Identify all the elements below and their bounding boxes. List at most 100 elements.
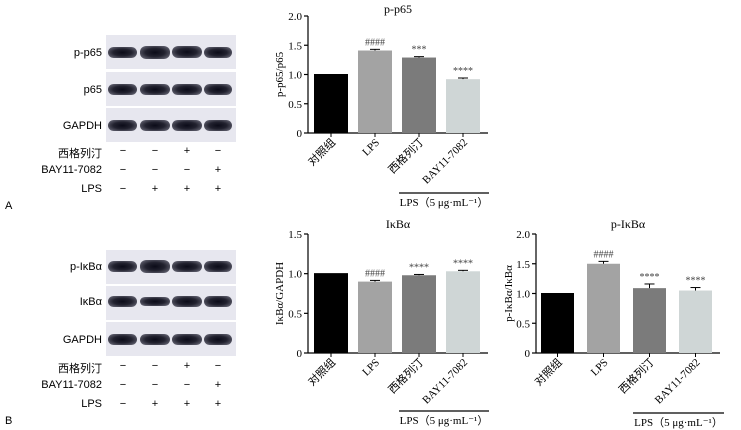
sign: −: [183, 379, 191, 391]
y-tick-label: 0: [297, 128, 303, 140]
y-axis-label: IκBα/GAPDH: [274, 262, 286, 325]
blot-band: [172, 84, 202, 95]
blot-band: [204, 47, 232, 58]
blot-label-gapdh: GAPDH: [62, 120, 102, 132]
blot-band: [140, 84, 170, 95]
bar: [633, 288, 666, 353]
blot-band: [172, 334, 202, 345]
y-axis-label: p-p65/p65: [274, 51, 286, 97]
chart-title: p-IκBα: [611, 217, 646, 231]
sign: +: [183, 360, 191, 372]
blot-band: [172, 296, 202, 307]
x-tick-label: 对照组: [531, 355, 564, 388]
y-tick-label: 1.5: [288, 229, 302, 241]
sign: −: [151, 379, 159, 391]
sign: −: [151, 360, 159, 372]
blot-label-gapdh: GAPDH: [62, 334, 102, 346]
blot-band: [108, 47, 137, 58]
bar: [446, 79, 480, 133]
blot-band: [108, 261, 137, 272]
sign: −: [214, 360, 222, 372]
sign: +: [151, 183, 159, 195]
y-tick-label: 2.0: [516, 229, 530, 241]
bar: [314, 74, 348, 133]
blot-label-p65: p65: [83, 84, 102, 96]
x-tick-label: 对照组: [305, 355, 338, 388]
significance-label: ****: [453, 258, 473, 269]
sign: +: [151, 398, 159, 410]
sign: +: [214, 164, 222, 176]
panel-letter-b: B: [5, 415, 13, 427]
sign: +: [214, 379, 222, 391]
blot-band: [140, 334, 170, 345]
blot-label-ikba: IκBα: [79, 296, 102, 308]
chart-title: p-p65: [384, 2, 412, 16]
blot-band: [172, 261, 202, 272]
sign: −: [183, 164, 191, 176]
y-tick-label: 1.0: [516, 289, 530, 301]
significance-label: ####: [594, 249, 614, 260]
blot-band: [204, 120, 232, 131]
significance-label: ####: [365, 268, 385, 279]
sign: −: [119, 145, 127, 157]
treatment-label-sitagliptin: 西格列汀: [58, 148, 102, 160]
bar: [541, 293, 574, 353]
blot-label-p-ikba: p-IκBα: [69, 261, 102, 273]
sign: +: [183, 398, 191, 410]
sign: +: [214, 398, 222, 410]
y-tick-label: 0.5: [288, 99, 302, 111]
blot-band: [108, 120, 137, 131]
significance-label: ****: [686, 276, 706, 287]
bar: [679, 290, 712, 353]
bar: [358, 50, 392, 133]
bar: [402, 275, 436, 353]
x-tick-label: 西格列汀: [616, 355, 657, 396]
x-tick-label: 对照组: [305, 135, 338, 168]
y-tick-label: 2.0: [288, 11, 302, 23]
sign: −: [151, 164, 159, 176]
treatment-label-lps: LPS: [81, 398, 102, 410]
blot-band: [140, 260, 170, 273]
bar: [314, 273, 348, 353]
bar: [402, 57, 436, 133]
y-tick-label: 0: [297, 348, 303, 360]
blot-band: [172, 120, 202, 131]
significance-label: ****: [409, 262, 429, 273]
y-tick-label: 1.0: [288, 269, 302, 281]
sign: −: [119, 164, 127, 176]
y-tick-label: 0.5: [516, 318, 530, 330]
chart-title: IκBα: [386, 217, 411, 231]
y-tick-label: 0.5: [288, 308, 302, 320]
blot-band: [204, 261, 232, 272]
blot-band: [140, 297, 170, 306]
y-axis-label: p-IκBα/IκBα: [503, 265, 515, 322]
sign: −: [214, 145, 222, 157]
significance-label: ****: [640, 272, 660, 283]
blot-band: [172, 46, 202, 58]
sign: −: [151, 145, 159, 157]
treatment-label-sitagliptin: 西格列汀: [58, 363, 102, 375]
lps-bracket-label: LPS（5 μg·mL⁻¹）: [400, 414, 489, 427]
sign: +: [183, 145, 191, 157]
significance-label: ####: [365, 37, 385, 48]
y-tick-label: 1.5: [516, 259, 530, 271]
significance-label: ****: [453, 66, 473, 77]
blot-label-p-p65: p-p65: [73, 47, 102, 59]
treatment-label-bay: BAY11-7082: [41, 379, 102, 391]
sign: +: [214, 183, 222, 195]
bar: [446, 271, 480, 353]
blot-band: [204, 296, 232, 307]
blot-band: [204, 84, 232, 95]
x-tick-label: LPS: [360, 137, 382, 159]
y-tick-label: 1.0: [288, 70, 302, 82]
blot-band: [140, 46, 170, 59]
sign: −: [119, 183, 127, 195]
x-tick-label: BAY11-7082: [420, 137, 470, 187]
x-tick-label: LPS: [360, 357, 382, 379]
blot-band: [204, 334, 232, 345]
y-tick-label: 1.5: [288, 40, 302, 52]
blot-band: [140, 120, 170, 131]
x-tick-label: LPS: [589, 357, 611, 379]
sign: −: [119, 360, 127, 372]
y-tick-label: 0: [525, 348, 531, 360]
